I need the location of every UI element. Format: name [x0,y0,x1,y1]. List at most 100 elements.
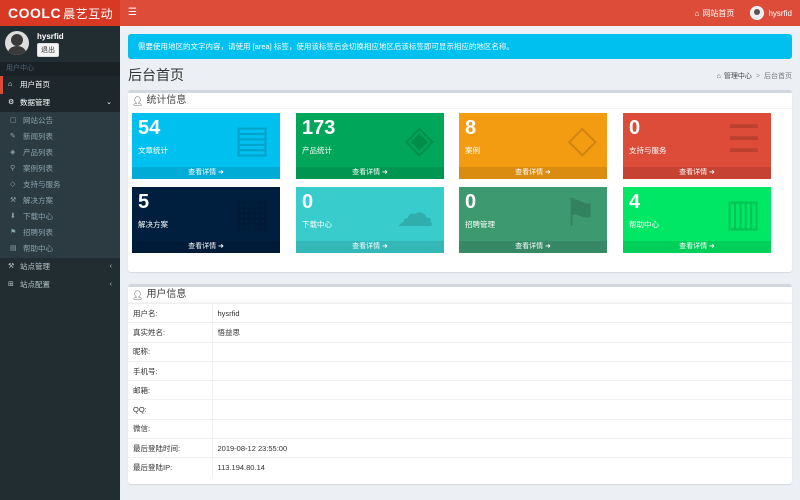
breadcrumb-root[interactable]: 管理中心 [723,73,752,80]
stat-label: 案例 [465,146,480,155]
home-icon: ⌂ [694,8,700,18]
logo[interactable]: COOLC 晨艺互动 [0,0,120,26]
document-icon: ▤ [234,119,270,161]
info-value [212,341,792,362]
site-home-link[interactable]: ⌂ 网站首页 [695,8,735,19]
view-details-label: 查看详情 [352,169,381,176]
sidebar-item-downloads[interactable]: ⬇ 下载中心 [0,209,120,225]
view-details-link[interactable]: 查看详情 ➜ [296,241,444,253]
view-details-label: 查看详情 [679,243,708,250]
edit-icon: ✎ [10,133,16,140]
download-icon: ⬇ [10,213,16,220]
arrow-circle-right-icon: ➜ [382,243,388,250]
file-icon: ▢ [10,117,17,124]
info-value: hysrfid [212,302,792,323]
sub-item-label: 产品列表 [23,148,53,157]
arrow-circle-right-icon: ➜ [709,243,715,250]
cube-icon: ◈ [404,119,434,161]
stat-label: 帮助中心 [629,220,659,229]
table-row: 最后登陆时间: 2019-08-12 23:55:00 [128,438,792,458]
page-title: 后台首页 [128,67,184,83]
sub-item-label: 新闻列表 [23,132,53,141]
arrow-circle-right-icon: ➜ [218,169,224,176]
sidebar-item-news[interactable]: ✎ 新闻列表 [0,129,120,145]
sidebar-item-label: 站点管理 [20,262,50,271]
info-key: 最后登陆IP: [128,457,213,478]
sub-item-label: 案例列表 [23,164,53,173]
info-value: 悟益思 [212,322,792,343]
table-row: 真实姓名: 悟益思 [128,322,792,343]
home-icon: ⌂ [716,72,721,80]
table-row: 邮箱: [128,380,792,400]
chevron-left-icon: ‹ [109,281,112,288]
view-details-label: 查看详情 [515,169,544,176]
sidebar-item-label: 站点配置 [20,280,50,289]
info-key: 邮箱: [128,380,213,400]
view-details-link[interactable]: 查看详情 ➜ [459,241,607,253]
user-info-table: 用户名: hysrfid 真实姓名: 悟益思 昵称: 手机号: 邮箱: QQ: 微信: 最后登陆时… [128,302,792,478]
cubes-icon: ▦ [234,193,270,235]
cube-icon: ◈ [10,149,16,156]
hamburger-icon[interactable]: ☰ [128,7,137,18]
view-details-label: 查看详情 [679,169,708,176]
sidebar-item-help[interactable]: ▤ 帮助中心 [0,241,120,257]
sidebar-item-home[interactable]: ⌂ 用户首页 [0,76,120,94]
sidebar-item-label: 数据管理 [20,98,50,107]
stat-value: 173 [302,117,336,139]
view-details-link[interactable]: 查看详情 ➜ [132,241,280,253]
stat-value: 5 [138,191,150,213]
logo-main: COOLC [8,5,62,21]
info-key: 用户名: [128,302,213,323]
info-value [212,360,792,381]
logout-button[interactable]: 退出 [37,43,59,57]
stat-value: 0 [465,191,477,213]
arrow-circle-right-icon: ➜ [545,243,551,250]
wrench-icon: ⚒ [10,197,17,204]
cloud-download-icon: ☁ [396,193,434,235]
sub-item-label: 招聘列表 [23,228,53,237]
sidebar-section-header: 用户中心 [0,62,120,76]
sidebar-item-cases[interactable]: ⚲ 案例列表 [0,161,120,177]
view-details-link[interactable]: 查看详情 ➜ [459,167,607,179]
view-details-link[interactable]: 查看详情 ➜ [623,167,771,179]
user-panel: hysrfid 退出 [0,26,120,62]
sidebar-item-label: 用户首页 [20,80,50,89]
logo-sub: 晨艺互动 [63,7,114,21]
avatar [5,31,29,55]
sidebar-item-site-manage[interactable]: ⚒ 站点管理 ‹ [0,258,120,276]
info-value [212,399,792,420]
view-details-link[interactable]: 查看详情 ➜ [296,167,444,179]
sub-item-label: 支持与服务 [23,180,61,189]
sidebar-item-data[interactable]: ⚙ 数据管理 ⌄ [0,94,120,112]
info-key: 微信: [128,418,213,439]
home-icon: ⌂ [8,81,13,88]
breadcrumb-current: 后台首页 [764,73,792,80]
view-details-label: 查看详情 [188,243,217,250]
sidebar-item-solutions[interactable]: ⚒ 解决方案 [0,193,120,209]
stat-label: 招聘管理 [465,220,495,229]
sidebar-item-notice[interactable]: ▢ 网站公告 [0,113,120,129]
view-details-link[interactable]: 查看详情 ➜ [132,167,280,179]
stat-value: 4 [629,191,641,213]
stat-label: 解决方案 [138,220,168,229]
flag-icon: ⚑ [562,193,597,235]
sub-item-label: 下载中心 [23,212,53,221]
info-value: 2019-08-12 23:55:00 [212,438,792,458]
user-menu[interactable]: hysrfid [750,6,792,20]
info-value [212,418,792,439]
chevron-down-icon: ⌄ [106,99,112,106]
stat-value: 8 [465,117,477,139]
table-row: QQ: [128,399,792,420]
view-details-link[interactable]: 查看详情 ➜ [623,241,771,253]
stat-label: 产品统计 [302,146,332,155]
info-value [212,380,792,400]
sidebar-item-site-config[interactable]: ⊞ 站点配置 ‹ [0,276,120,294]
table-row: 用户名: hysrfid [128,302,792,323]
sidebar-item-products[interactable]: ◈ 产品列表 [0,145,120,161]
sidebar-item-jobs[interactable]: ⚑ 招聘列表 [0,225,120,241]
sidebar-item-support[interactable]: ◇ 支持与服务 [0,177,120,193]
stat-tile: 54 文章统计 ▤ 查看详情 ➜ [132,113,280,179]
book-icon: ▥ [725,193,761,235]
handshake-icon: ◇ [567,119,597,161]
info-key: 手机号: [128,360,213,381]
